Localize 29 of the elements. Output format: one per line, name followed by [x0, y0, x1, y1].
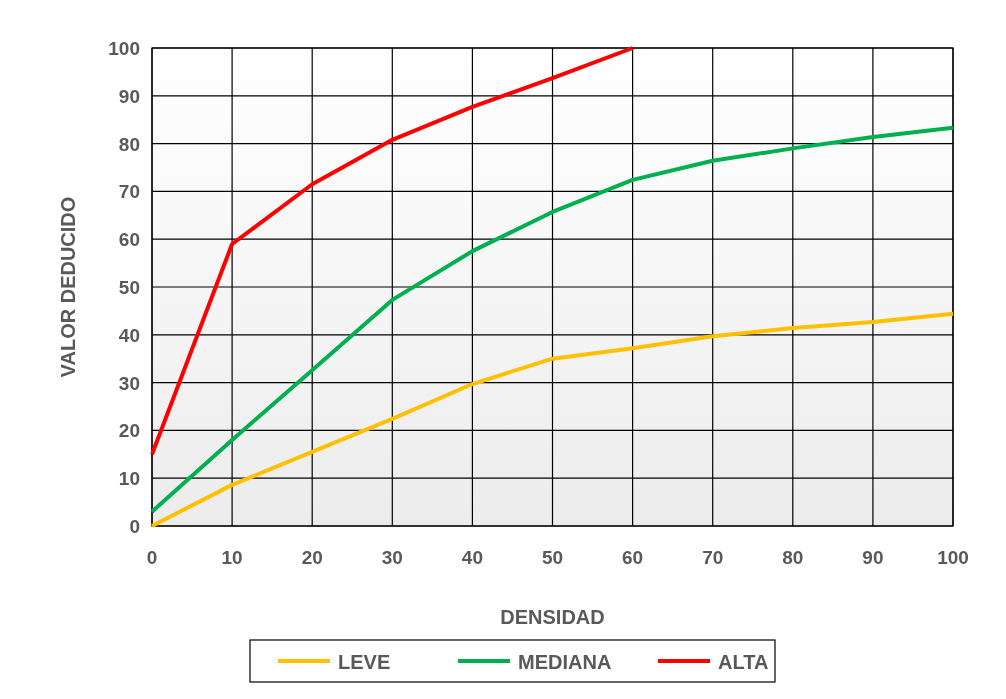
y-tick-label: 90: [118, 85, 140, 107]
x-tick-label: 70: [702, 547, 724, 568]
y-tick-label: 70: [118, 181, 140, 203]
x-tick-label: 0: [146, 547, 158, 568]
y-tick-label: 0: [129, 516, 140, 537]
y-tick-label: 50: [118, 277, 140, 298]
y-tick-label: 60: [118, 229, 140, 251]
x-tick-label: 100: [937, 547, 969, 568]
y-tick-label: 20: [118, 420, 140, 442]
legend-label: MEDIANA: [518, 651, 612, 673]
y-axis-title: VALOR DEDUCIDO: [57, 196, 79, 378]
x-axis-title: DENSIDAD: [500, 606, 605, 628]
y-tick-label: 10: [118, 468, 140, 490]
x-tick-label: 20: [301, 547, 323, 568]
x-tick-label: 10: [221, 547, 243, 568]
x-tick-label: 90: [862, 547, 884, 568]
y-tick-label: 40: [118, 324, 140, 346]
y-tick-label: 30: [118, 372, 140, 394]
x-tick-label: 50: [541, 547, 564, 568]
y-tick-label: 100: [108, 38, 140, 59]
legend-label: LEVE: [338, 651, 391, 673]
y-tick-label: 80: [118, 133, 140, 155]
legend-label: ALTA: [718, 651, 769, 673]
x-tick-label: 60: [622, 547, 644, 568]
x-tick-label: 80: [782, 547, 804, 568]
x-tick-label: 40: [461, 547, 483, 568]
x-tick-label: 30: [381, 547, 403, 568]
line-series: [150, 125, 955, 514]
line-series: [150, 46, 635, 457]
